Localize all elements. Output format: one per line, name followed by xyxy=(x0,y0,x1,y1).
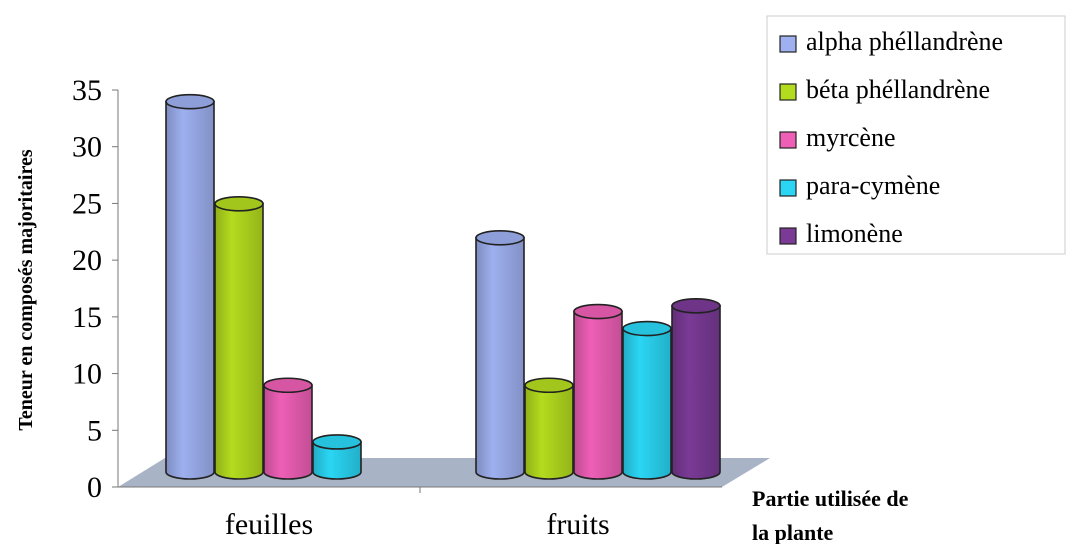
y-axis-title: Teneur en composés majoritaires xyxy=(15,149,37,430)
y-tick-label: 0 xyxy=(87,471,102,504)
bar xyxy=(165,93,215,480)
x-axis-title-line2: la plante xyxy=(752,520,834,544)
x-category-label: feuilles xyxy=(225,508,313,541)
y-tick-label: 35 xyxy=(72,74,102,107)
x-axis-title-line1: Partie utilisée de xyxy=(752,486,909,511)
legend-label: béta phéllandrène xyxy=(806,75,990,104)
legend-label: myrcène xyxy=(806,123,896,152)
x-category-label: fruits xyxy=(546,508,609,541)
legend-box xyxy=(766,15,1066,255)
legend-swatch xyxy=(779,227,797,245)
x-category-labels: feuilles fruits xyxy=(225,508,610,541)
legend-label: para-cymène xyxy=(806,171,940,200)
y-tick-label: 15 xyxy=(72,301,102,334)
bar xyxy=(524,377,574,480)
bars-group xyxy=(165,93,721,480)
y-tick-label: 20 xyxy=(72,244,102,277)
chart-axes xyxy=(117,90,722,493)
y-tick-labels: 0 5 10 15 20 25 30 35 xyxy=(72,74,118,504)
legend-label: alpha phéllandrène xyxy=(806,27,1003,56)
legend-label: limonène xyxy=(806,219,903,248)
bar xyxy=(573,303,623,480)
y-tick-label: 25 xyxy=(72,187,102,220)
bar xyxy=(671,298,721,480)
legend-swatch xyxy=(779,131,797,149)
bar xyxy=(312,434,362,480)
legend-swatch xyxy=(779,179,797,197)
bar xyxy=(475,230,525,480)
y-tick-label: 5 xyxy=(87,414,102,447)
legend-swatch xyxy=(779,35,797,53)
legend: alpha phéllandrène béta phéllandrène myrcè… xyxy=(766,15,1066,255)
bar xyxy=(263,377,313,480)
bar xyxy=(214,195,264,480)
y-tick-label: 10 xyxy=(72,358,102,391)
y-tick-label: 30 xyxy=(72,131,102,164)
legend-swatch xyxy=(779,83,797,101)
bar xyxy=(622,320,672,480)
